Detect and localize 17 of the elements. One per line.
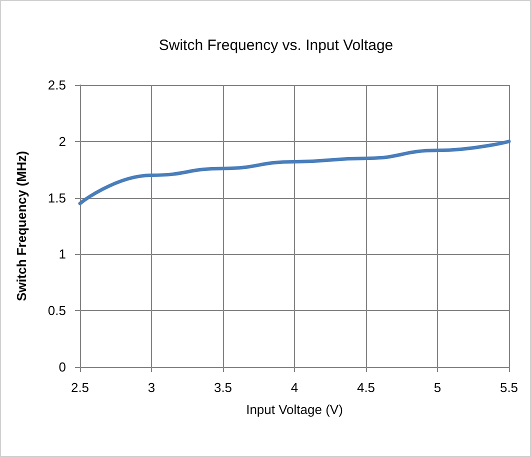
x-tick-label: 4.5 <box>356 380 376 395</box>
chart-title: Switch Frequency vs. Input Voltage <box>158 37 394 54</box>
y-axis-title: Switch Frequency (MHz) <box>14 150 29 302</box>
x-tick-label: 3 <box>148 380 156 395</box>
y-tick-label: 0.5 <box>48 303 66 318</box>
y-tick-label: 2.5 <box>48 78 66 92</box>
y-tick-label: 1.5 <box>48 190 66 206</box>
y-tick-label: 2 <box>58 134 66 149</box>
x-tick-label: 3.5 <box>214 380 232 395</box>
x-tick-label: 4 <box>290 380 298 395</box>
x-tick-label: 5 <box>434 380 442 395</box>
x-tick-label: 2.5 <box>70 380 90 395</box>
y-tick-label: 0 <box>58 360 66 374</box>
x-axis-title: Input Voltage (V) <box>246 402 343 417</box>
x-tick-label: 5.5 <box>500 380 518 395</box>
y-tick-label: 1 <box>58 246 66 262</box>
line-series <box>78 140 511 206</box>
